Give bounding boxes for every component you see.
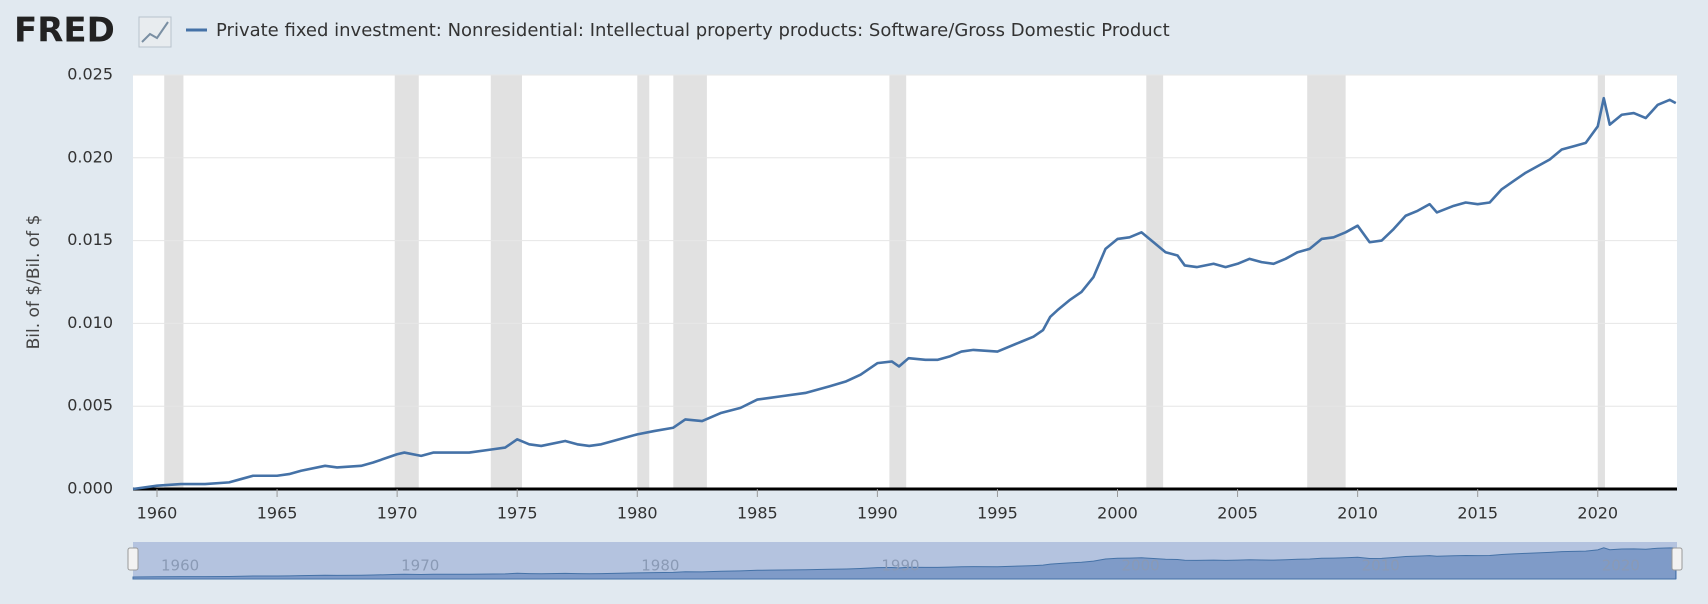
recession-band [490, 75, 523, 489]
navigator-handle[interactable] [127, 547, 139, 571]
navigator-label: 1980 [641, 557, 679, 575]
x-tick-label: 1980 [617, 504, 658, 523]
y-tick-label: 0.010 [67, 313, 113, 332]
x-tick-label: 2020 [1577, 504, 1618, 523]
x-tick-label: 1995 [977, 504, 1018, 523]
recession-band [889, 75, 907, 489]
x-tick-label: 1970 [377, 504, 418, 523]
series-line [132, 96, 1677, 491]
y-tick-label: 0.005 [67, 396, 113, 415]
y-tick-label: 0.025 [67, 65, 113, 84]
navigator-label: 1970 [401, 557, 439, 575]
x-tick-label: 2010 [1337, 504, 1378, 523]
x-tick-label: 1965 [257, 504, 298, 523]
recession-band [1307, 75, 1346, 489]
x-tick-label: 2005 [1217, 504, 1258, 523]
navigator-label: 1990 [881, 557, 919, 575]
x-tick-label: 2000 [1097, 504, 1138, 523]
x-tick-label: 1985 [737, 504, 778, 523]
navigator-label: 2000 [1122, 557, 1160, 575]
logo-icon-line [141, 21, 169, 43]
logo-icon [138, 16, 172, 48]
navigator-label: 2010 [1362, 557, 1400, 575]
y-tick-label: 0.000 [67, 479, 113, 498]
recession-band [1597, 75, 1605, 489]
x-tick-label: 1990 [857, 504, 898, 523]
recession-band [637, 75, 650, 489]
recession-band [1146, 75, 1164, 489]
x-tick-label: 1960 [137, 504, 178, 523]
legend-label[interactable]: Private fixed investment: Nonresidential… [216, 20, 1170, 41]
recession-band [394, 75, 419, 489]
x-tick-label: 2015 [1457, 504, 1498, 523]
navigator-handle[interactable] [1671, 547, 1683, 571]
x-tick-label: 1975 [497, 504, 538, 523]
navigator-area [132, 547, 1677, 580]
y-tick-label: 0.015 [67, 230, 113, 249]
navigator-label: 2020 [1602, 557, 1640, 575]
recession-band [164, 75, 184, 489]
recession-band [673, 75, 707, 489]
navigator-label: 1960 [161, 557, 199, 575]
y-axis-label: Bil. of $/Bil. of $ [24, 215, 44, 350]
y-tick-label: 0.020 [67, 147, 113, 166]
logo[interactable]: FRED [14, 11, 115, 51]
